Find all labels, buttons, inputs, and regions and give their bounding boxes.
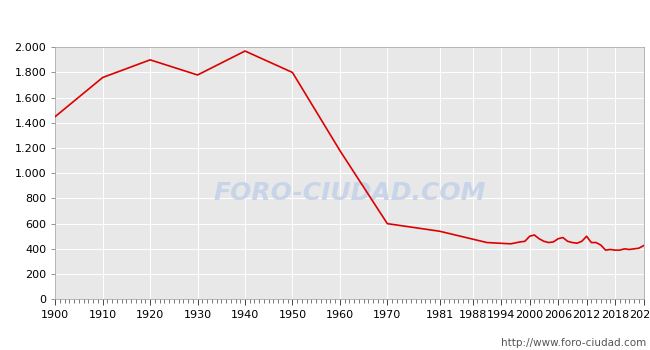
Text: http://www.foro-ciudad.com: http://www.foro-ciudad.com [502, 338, 647, 348]
Text: FORO-CIUDAD.COM: FORO-CIUDAD.COM [213, 181, 486, 205]
Text: Rubite (Municipio) - Evolucion del numero de Habitantes: Rubite (Municipio) - Evolucion del numer… [109, 13, 541, 28]
